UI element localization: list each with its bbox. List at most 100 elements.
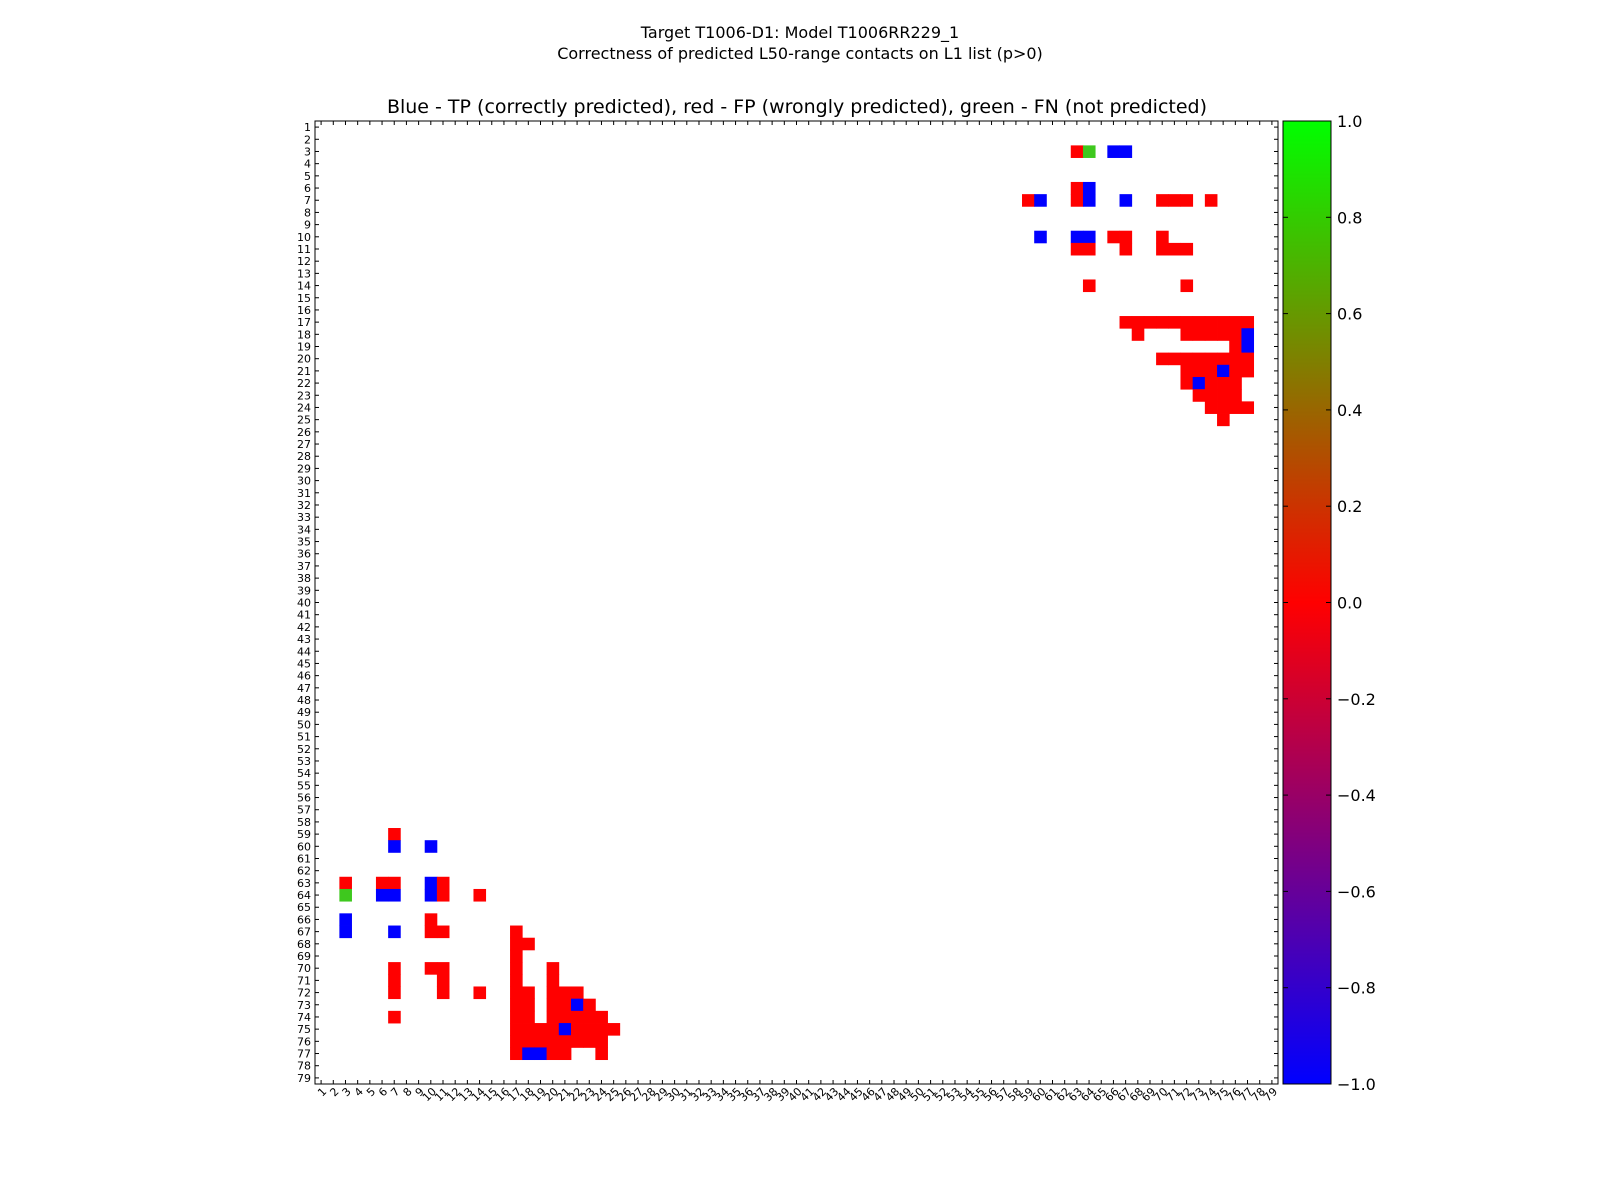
- y-tick-label-17: 17: [297, 316, 311, 329]
- contact-cell-fp-lower-r75-c18: [522, 1023, 535, 1036]
- contact-cell-fp-lower-r70-c20: [546, 962, 560, 975]
- contact-cell-fp-lower-r76-c23: [583, 1035, 596, 1048]
- contact-cell-fp-upper-r20-c76: [1229, 352, 1242, 366]
- y-tick-label-74: 74: [297, 1011, 311, 1024]
- contact-cell-fp-upper-r18-c73: [1192, 328, 1206, 341]
- y-tick-label-78: 78: [297, 1060, 311, 1073]
- y-tick-label-45: 45: [297, 657, 311, 670]
- contact-cell-fp-lower-r71-c17: [510, 974, 523, 987]
- contact-cell-fp-lower-r72-c14: [473, 986, 487, 1000]
- y-tick-label-64: 64: [297, 889, 311, 902]
- y-tick-label-20: 20: [297, 353, 311, 366]
- contact-cell-fp-lower-r67-c11: [436, 925, 450, 939]
- y-tick-label-12: 12: [297, 255, 311, 268]
- x-tick-label-6: 6: [376, 1085, 390, 1099]
- contact-cell-fp-lower-r64-c14: [473, 888, 487, 902]
- colorbar-tick-label-3: 0.4: [1337, 401, 1362, 420]
- y-tick-label-75: 75: [297, 1023, 311, 1036]
- contact-cell-fp-upper-r7-c72: [1180, 194, 1194, 207]
- contact-cell-tp-lower-r67-c7: [388, 925, 401, 939]
- x-tick-label-1: 1: [315, 1085, 329, 1099]
- contact-cell-fp-lower-r74-c21: [558, 1010, 572, 1024]
- y-tick-label-66: 66: [297, 913, 311, 926]
- contact-cell-tp-upper-r7-c67: [1119, 194, 1133, 207]
- contact-cell-fp-upper-r11-c70: [1156, 242, 1169, 256]
- y-tick-label-15: 15: [297, 292, 311, 305]
- x-tick-labels: 1234567891011121314151617181920212223242…: [315, 1085, 1280, 1104]
- y-tick-label-11: 11: [297, 243, 311, 256]
- contact-cell-fp-lower-r74-c22: [570, 1010, 584, 1024]
- colorbar-tick-label-4: 0.2: [1337, 497, 1362, 516]
- contact-cell-fp-upper-r17-c70: [1156, 316, 1169, 329]
- contact-cell-fp-lower-r70-c7: [388, 962, 401, 975]
- y-tick-label-26: 26: [297, 426, 311, 439]
- x-tick-label-2: 2: [327, 1085, 341, 1099]
- y-tick-label-40: 40: [297, 597, 311, 610]
- contact-cell-fp-lower-r71-c7: [388, 974, 401, 987]
- y-tick-label-1: 1: [304, 121, 311, 134]
- x-tick-label-5: 5: [364, 1085, 378, 1099]
- contact-cell-fp-upper-r21-c72: [1180, 364, 1194, 378]
- y-tick-label-24: 24: [297, 402, 311, 415]
- contact-cell-fp-upper-r7-c74: [1204, 194, 1218, 207]
- contact-cell-fp-lower-r72-c17: [510, 986, 523, 1000]
- y-tick-label-30: 30: [297, 475, 311, 488]
- contact-cell-fp-upper-r21-c74: [1204, 364, 1218, 378]
- axis-ticks: [315, 121, 1278, 1084]
- contact-cell-tp-lower-r77-c18: [522, 1047, 535, 1061]
- x-tick-label-4: 4: [352, 1085, 366, 1099]
- contact-cell-tp-lower-r66-c3: [339, 913, 352, 926]
- y-tick-label-54: 54: [297, 767, 311, 780]
- contact-cell-fp-upper-r20-c73: [1192, 352, 1206, 366]
- contact-cell-fp-upper-r24-c77: [1241, 401, 1255, 414]
- contact-cell-fp-upper-r11-c71: [1168, 242, 1181, 256]
- contact-cell-fp-lower-r63-c3: [339, 876, 352, 890]
- contact-cell-tp-upper-r19-c77: [1241, 340, 1255, 354]
- contact-cell-fp-upper-r10-c66: [1107, 230, 1120, 244]
- contact-cell-fp-lower-r64-c11: [436, 888, 450, 902]
- y-tick-label-7: 7: [304, 194, 311, 207]
- contact-cell-tp-upper-r22-c73: [1192, 376, 1206, 390]
- contact-cell-fp-lower-r73-c21: [558, 998, 572, 1012]
- contact-cell-tp-upper-r3-c66: [1107, 145, 1120, 158]
- y-tick-label-52: 52: [297, 743, 311, 756]
- contact-cell-fp-lower-r77-c24: [595, 1047, 608, 1061]
- contact-cell-fp-upper-r23-c73: [1192, 389, 1206, 402]
- contact-cell-fp-lower-r73-c23: [583, 998, 596, 1012]
- contact-cell-fp-lower-r75-c20: [546, 1023, 560, 1036]
- contact-cell-fp-lower-r66-c10: [424, 913, 438, 926]
- contact-cell-fp-upper-r10-c70: [1156, 230, 1169, 244]
- colorbar-tick-label-9: −0.8: [1337, 979, 1376, 998]
- y-tick-label-6: 6: [304, 182, 311, 195]
- contact-cell-tp-upper-r10-c60: [1034, 230, 1047, 244]
- contact-cell-tp-lower-r63-c10: [424, 876, 438, 890]
- y-tick-label-50: 50: [297, 718, 311, 731]
- contact-cell-fp-lower-r74-c24: [595, 1010, 608, 1024]
- contact-cell-fp-lower-r71-c20: [546, 974, 560, 987]
- contact-cell-fp-upper-r20-c71: [1168, 352, 1181, 366]
- x-tick-label-79: 79: [1261, 1085, 1280, 1104]
- contact-cell-fp-lower-r63-c6: [375, 876, 389, 890]
- y-tick-label-9: 9: [304, 219, 311, 232]
- colorbar-ticks: 1.0 0.8 0.6 0.4 0.2 0.0 −0.2 −0.4 −0.6 −0.8 −1.0: [1283, 112, 1376, 1094]
- y-tick-label-57: 57: [297, 804, 311, 817]
- contact-cell-fp-lower-r74-c20: [546, 1010, 560, 1024]
- contact-cell-fp-upper-r25-c75: [1217, 413, 1230, 427]
- contact-cells: [339, 145, 1255, 1061]
- contact-cell-fp-lower-r76-c17: [510, 1035, 523, 1048]
- contact-cell-fp-lower-r75-c23: [583, 1023, 596, 1036]
- y-tick-label-70: 70: [297, 962, 311, 975]
- contact-cell-fp-upper-r22-c76: [1229, 376, 1242, 390]
- contact-cell-fp-lower-r74-c7: [388, 1010, 401, 1024]
- contact-cell-fp-lower-r76-c18: [522, 1035, 535, 1048]
- contact-cell-fp-upper-r7-c71: [1168, 194, 1181, 207]
- colorbar-tick-label-8: −0.6: [1337, 882, 1376, 901]
- colorbar-tick-label-5: 0.0: [1337, 594, 1362, 613]
- y-tick-label-65: 65: [297, 901, 311, 914]
- y-tick-label-28: 28: [297, 450, 311, 463]
- contact-cell-tp-lower-r60-c10: [424, 840, 438, 853]
- contact-cell-fp-lower-r68-c17: [510, 937, 523, 951]
- contact-cell-fp-lower-r69-c17: [510, 949, 523, 963]
- contact-cell-fp-lower-r74-c17: [510, 1010, 523, 1024]
